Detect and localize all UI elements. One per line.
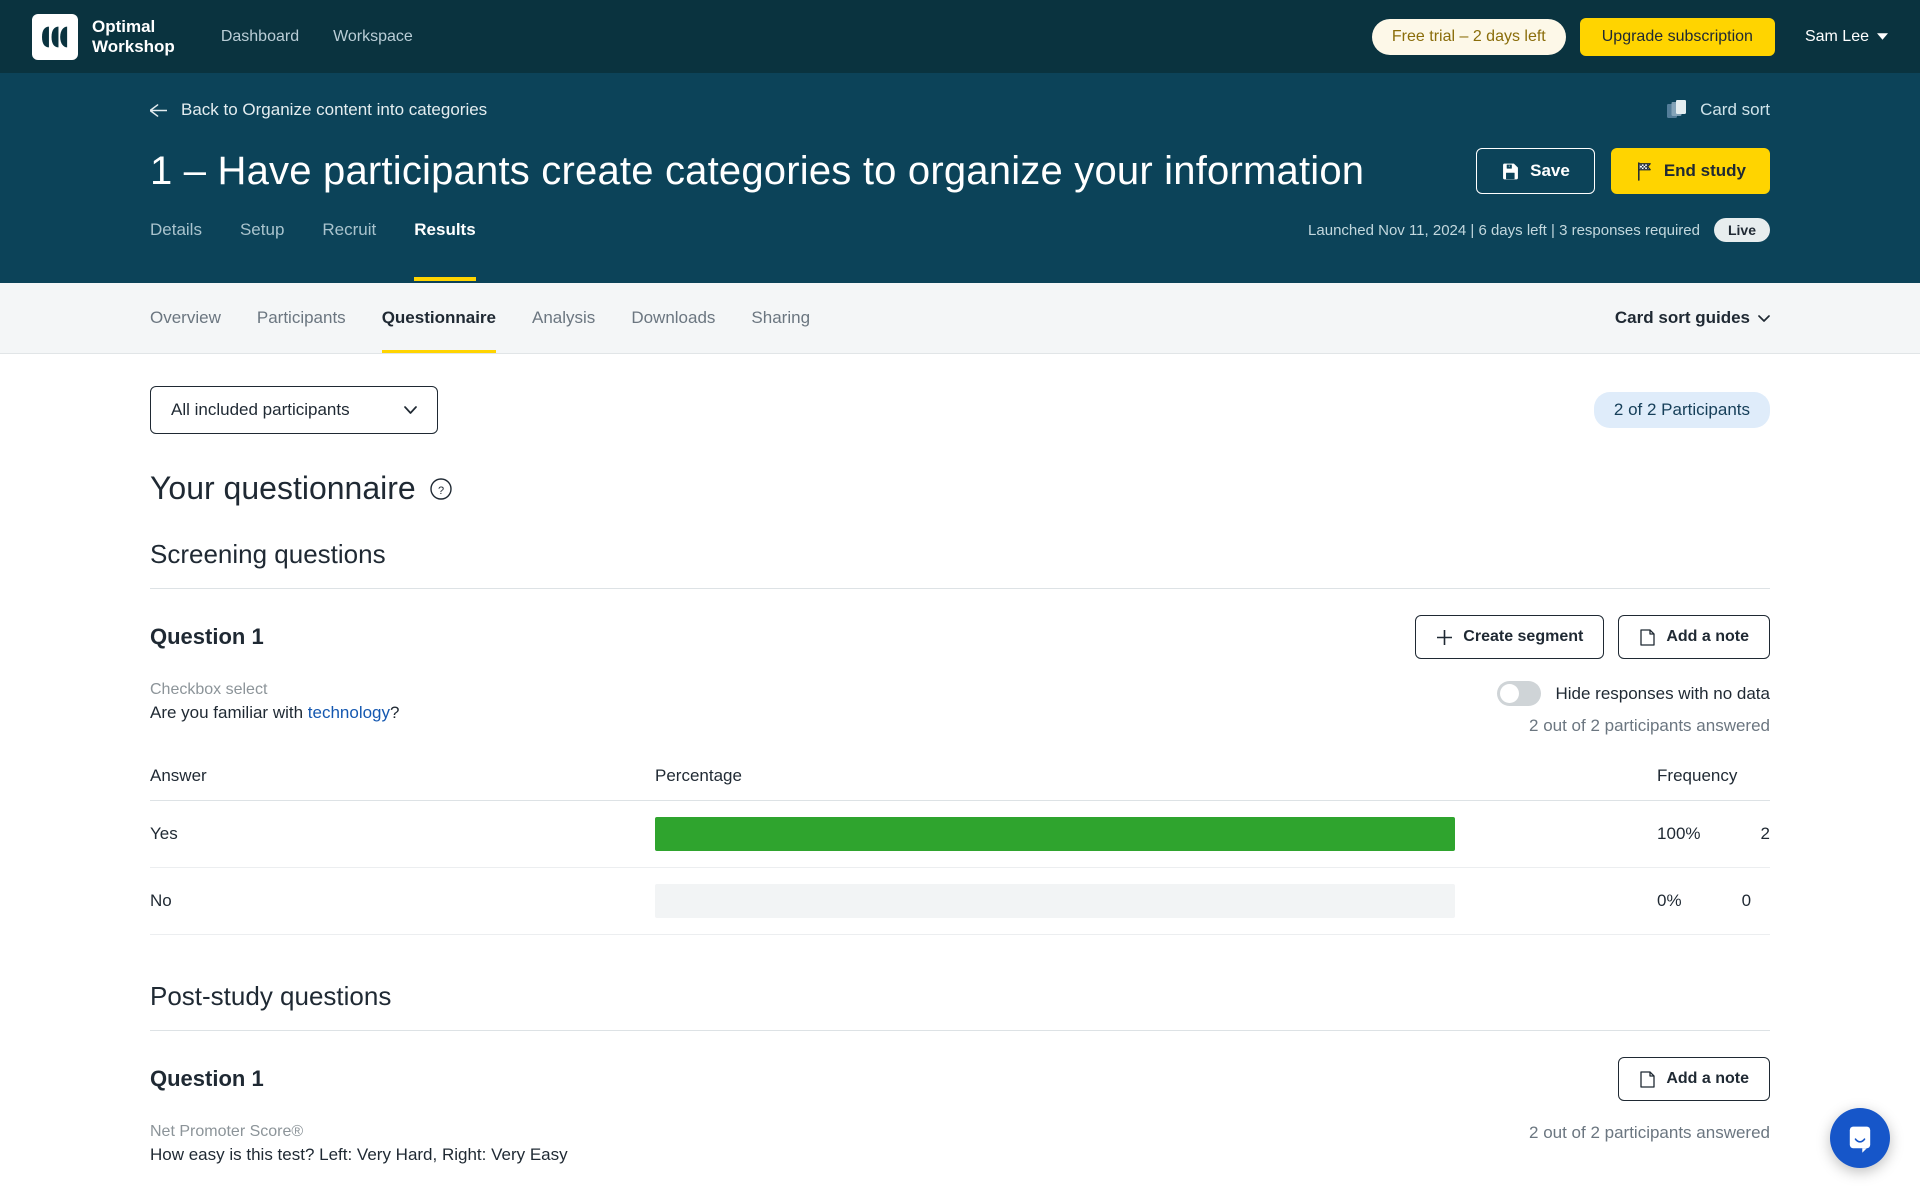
- svg-text:?: ?: [438, 485, 444, 497]
